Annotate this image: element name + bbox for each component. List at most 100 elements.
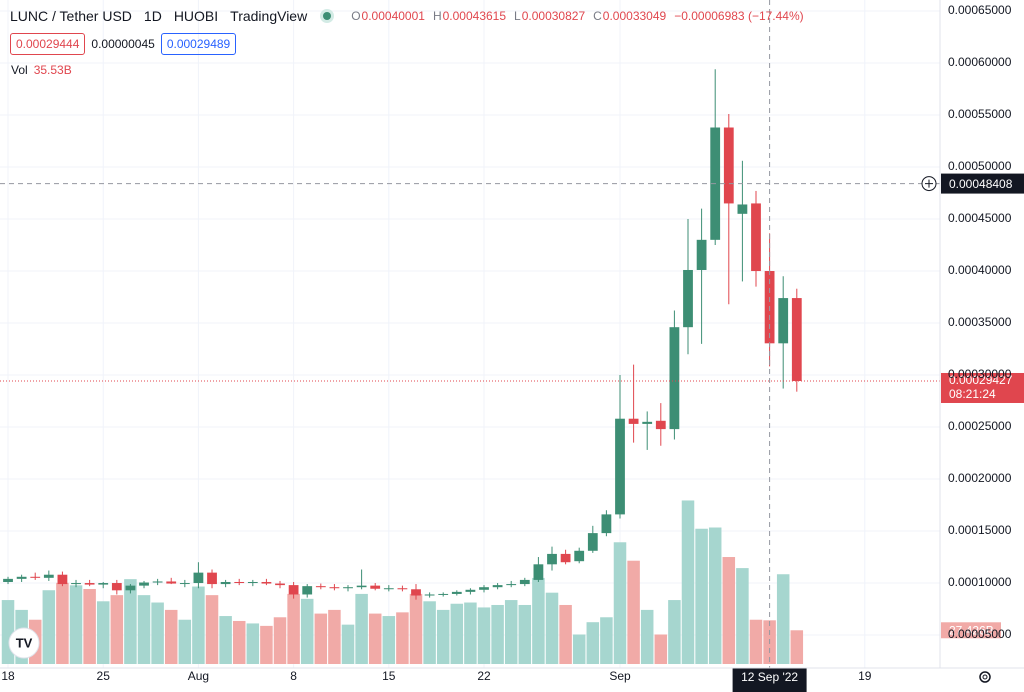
volume-bar [124, 579, 137, 664]
volume-bar [518, 604, 532, 664]
candle-body [57, 574, 68, 585]
y-tick-label: 0.00020000 [948, 471, 1012, 485]
candle-body [778, 298, 789, 344]
candle-body [193, 572, 204, 584]
candle-body [438, 593, 449, 595]
crosshair-date-label: 12 Sep '22 [741, 670, 798, 684]
crosshair-price-label: 0.00048408 [949, 177, 1013, 191]
crosshair-price-box [941, 173, 1024, 194]
symbol: LUNC / Tether USD [10, 8, 132, 24]
quote-boxes: 0.00029444 0.00000045 0.00029489 [10, 33, 237, 55]
open-value: 0.00040001 [361, 9, 425, 23]
candle-body [383, 588, 394, 590]
low-label: L [514, 9, 521, 23]
high-value: 0.00043615 [442, 9, 507, 23]
source: TradingView [230, 8, 308, 24]
candle-body [275, 583, 285, 586]
candle-body [533, 564, 544, 580]
volume-bar [504, 600, 518, 664]
volume-bar [668, 600, 681, 664]
y-tick-label: 0.00035000 [948, 315, 1012, 329]
x-tick-label: Sep [609, 669, 631, 683]
spread: 0.00000045 [91, 37, 155, 51]
add-alert-plus [925, 179, 933, 188]
y-tick-label: 0.00010000 [948, 575, 1012, 589]
volume-bar [409, 593, 423, 664]
volume-bar [151, 602, 164, 664]
candle-body [669, 327, 680, 430]
candle-body [506, 584, 517, 586]
volume-bar [300, 598, 314, 664]
candle-body [655, 420, 666, 430]
volume-bar [627, 560, 640, 664]
volume-bar [368, 613, 382, 664]
candle-body [547, 553, 557, 565]
volume-bar [382, 616, 396, 664]
candle-body [615, 418, 625, 515]
grid [0, 0, 940, 668]
open-label: O [351, 9, 361, 23]
volume-bar [749, 619, 763, 664]
volume-bar [613, 542, 627, 664]
y-tick-label: 0.00025000 [948, 419, 1012, 433]
last-volume-box [941, 622, 1001, 639]
close-label: C [593, 9, 602, 23]
candle-body [723, 127, 734, 204]
candle-body [519, 579, 530, 585]
candle-body [751, 203, 761, 272]
candle-body [220, 581, 231, 585]
sell-price[interactable]: 0.00029444 [10, 33, 86, 55]
candle-body [683, 269, 693, 328]
y-tick-label: 0.00030000 [948, 367, 1012, 381]
volume-bar [396, 612, 409, 664]
candle-body [601, 514, 612, 534]
volume-bar [532, 577, 545, 664]
candle-body [424, 594, 435, 596]
candle-body [451, 591, 462, 594]
candle-body [3, 578, 13, 582]
candle-body [302, 586, 313, 595]
settings-icon[interactable] [979, 671, 991, 683]
exchange: HUOBI [173, 8, 219, 24]
x-tick-label: 8 [290, 669, 297, 683]
volume-bar [42, 590, 56, 664]
candle-body [261, 581, 272, 584]
crosshair-date-box [732, 668, 807, 692]
volume-bar [96, 601, 110, 664]
volume-bar [477, 607, 491, 664]
last-price-label: 0.00029427 [949, 373, 1013, 387]
candle-body [574, 550, 585, 562]
candle-body [166, 581, 177, 584]
volume-bar [423, 601, 436, 664]
close-value: 0.00033049 [602, 9, 667, 23]
volume-bar [137, 595, 151, 664]
volume-bar [355, 593, 368, 664]
buy-price[interactable]: 0.00029489 [160, 33, 237, 55]
legend-header: LUNC / Tether USD 1D HUOBI TradingView O… [10, 8, 804, 24]
candle-body [587, 533, 598, 551]
volume-bar [681, 500, 695, 664]
candle-body [397, 588, 408, 590]
x-tick-label: Aug [188, 669, 209, 683]
y-tick-label: 0.00055000 [948, 107, 1012, 121]
volume-bar [164, 609, 178, 664]
candle-body [179, 583, 190, 585]
volume-bar [192, 586, 205, 664]
volume-bar [640, 609, 654, 664]
candle-body [315, 586, 326, 588]
volume-value: 35.53B [33, 63, 72, 77]
volume-legend: Vol 35.53B [11, 63, 72, 77]
x-tick-label: 15 [382, 669, 396, 683]
candle-body [43, 574, 54, 578]
x-tick-label: 22 [477, 669, 491, 683]
last-volume-label: 27.426B [949, 623, 994, 637]
y-tick-label: 0.00050000 [948, 159, 1012, 173]
volume-bar [178, 619, 192, 664]
svg-text:TV: TV [16, 635, 33, 650]
candle-body [234, 581, 245, 584]
candle-body [737, 204, 748, 214]
volume-bar [219, 616, 232, 664]
volume-bar [586, 622, 600, 664]
